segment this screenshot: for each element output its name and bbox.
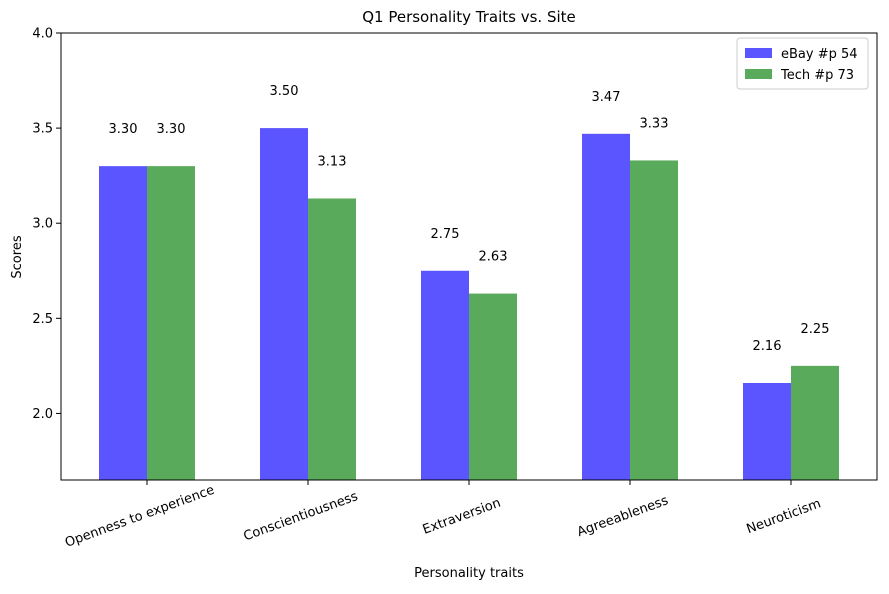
y-tick-label: 3.0 (32, 217, 53, 232)
y-axis-label: Scores (10, 235, 25, 278)
legend: eBay #p 54 Tech #p 73 (736, 37, 869, 90)
data-label: 2.63 (479, 250, 508, 265)
legend-entry-label: Tech #p 73 (780, 68, 854, 83)
data-label: 3.30 (157, 122, 186, 137)
data-label: 3.33 (640, 116, 669, 131)
bar-ebay (743, 382, 791, 480)
x-axis-label: Personality traits (414, 566, 524, 581)
y-tick-label: 2.5 (32, 312, 53, 327)
data-label: 2.16 (753, 339, 782, 354)
bar-tech (469, 293, 517, 480)
x-tick-label: Extraversion (421, 496, 503, 538)
legend-entry-label: eBay #p 54 (781, 47, 858, 62)
x-tick-label: Neuroticism (745, 496, 823, 537)
x-tick-label: Conscientiousness (242, 489, 361, 544)
bar-tech (308, 198, 356, 480)
bar-ebay (421, 270, 469, 480)
y-tick-label: 4.0 (32, 27, 53, 42)
bar-ebay (260, 128, 308, 480)
data-label: 2.25 (801, 322, 830, 337)
x-tick-label: Agreeableness (575, 493, 670, 540)
y-tick-label: 3.5 (32, 122, 53, 137)
data-label: 2.75 (431, 227, 460, 242)
plot-frame (60, 32, 878, 481)
bar-ebay (99, 166, 147, 481)
data-label: 3.30 (109, 122, 138, 137)
bar-tech (147, 166, 195, 481)
plot-area: 2.0 2.5 3.0 3.5 4.0 3.30 3.50 2.75 3.47 2.16 3.30 3… (32, 27, 839, 551)
data-label: 3.13 (318, 154, 347, 169)
bar-tech (791, 365, 839, 480)
y-tick-label: 2.0 (32, 407, 53, 422)
legend-swatch (745, 69, 772, 79)
legend-swatch (745, 48, 772, 58)
bar-ebay (582, 133, 630, 481)
bar-tech (630, 160, 678, 480)
chart-title: Q1 Personality Traits vs. Site (362, 8, 576, 26)
data-label: 3.47 (592, 90, 621, 105)
x-tick-label: Openness to experience (63, 483, 216, 551)
data-label: 3.50 (270, 84, 299, 99)
